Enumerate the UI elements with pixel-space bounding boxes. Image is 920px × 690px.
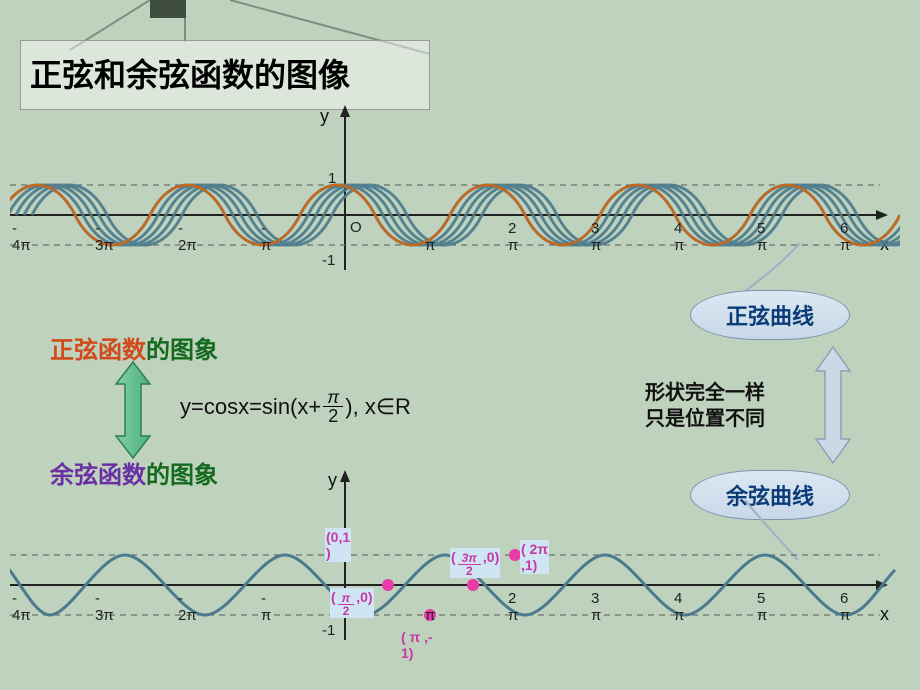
svg-text:π: π [757, 607, 767, 624]
svg-text:-: - [12, 590, 17, 607]
svg-text:4: 4 [674, 220, 682, 237]
point-label-pi-neg1: ( π ,-1) [400, 628, 434, 662]
shape-note: 形状完全一样 只是位置不同 [645, 380, 765, 432]
svg-text:-: - [261, 590, 266, 607]
svg-text:2π: 2π [178, 237, 197, 254]
svg-text:5: 5 [757, 590, 765, 607]
cos-sin-formula: y=cosx=sin(x+ π 2 ), x∈R [180, 388, 411, 425]
svg-text:3π: 3π [95, 607, 114, 624]
sine-chart: y x 1 -1 O -4π -3π -2π -π π 2π 3π 4π 5π … [10, 100, 900, 300]
svg-text:6: 6 [840, 220, 848, 237]
svg-text:5: 5 [757, 220, 765, 237]
svg-text:2: 2 [508, 220, 516, 237]
point-label-pi2-0: (π2,0) [330, 588, 374, 618]
svg-text:π: π [425, 237, 435, 254]
svg-text:2π: 2π [178, 607, 197, 624]
svg-text:-: - [95, 220, 100, 237]
svg-text:π: π [840, 607, 850, 624]
point-label-2pi-1: ( 2π,1) [520, 540, 549, 574]
svg-text:3π: 3π [95, 237, 114, 254]
svg-text:π: π [508, 607, 518, 624]
right-double-arrow-icon [810, 345, 856, 465]
svg-text:O: O [350, 219, 362, 236]
svg-text:π: π [261, 607, 271, 624]
svg-text:y: y [328, 470, 337, 490]
svg-text:y: y [320, 106, 329, 126]
svg-text:π: π [674, 607, 684, 624]
left-double-arrow-icon [110, 360, 156, 460]
svg-text:4π: 4π [12, 237, 31, 254]
svg-text:3: 3 [591, 590, 599, 607]
svg-text:6: 6 [840, 590, 848, 607]
sine-curve-bubble: 正弦曲线 [690, 290, 850, 340]
svg-text:-: - [261, 220, 266, 237]
svg-text:-: - [178, 590, 183, 607]
svg-text:-: - [12, 220, 17, 237]
svg-text:π: π [674, 237, 684, 254]
point-label-3pi2-0: (3π2,0) [450, 548, 500, 578]
svg-text:-1: -1 [322, 622, 335, 639]
svg-text:-1: -1 [322, 252, 335, 269]
point-label-0-1: (0,1) [325, 528, 351, 562]
svg-text:x: x [880, 604, 889, 624]
svg-text:π: π [425, 607, 435, 624]
svg-text:2: 2 [508, 590, 516, 607]
svg-text:-: - [178, 220, 183, 237]
svg-text:π: π [757, 237, 767, 254]
svg-text:π: π [591, 607, 601, 624]
svg-text:4π: 4π [12, 607, 31, 624]
svg-text:-: - [95, 590, 100, 607]
page-title: 正弦和余弦函数的图像 [30, 50, 350, 96]
svg-text:4: 4 [674, 590, 682, 607]
svg-text:π: π [591, 237, 601, 254]
svg-text:π: π [508, 237, 518, 254]
svg-text:3: 3 [591, 220, 599, 237]
svg-text:π: π [261, 237, 271, 254]
svg-text:π: π [840, 237, 850, 254]
